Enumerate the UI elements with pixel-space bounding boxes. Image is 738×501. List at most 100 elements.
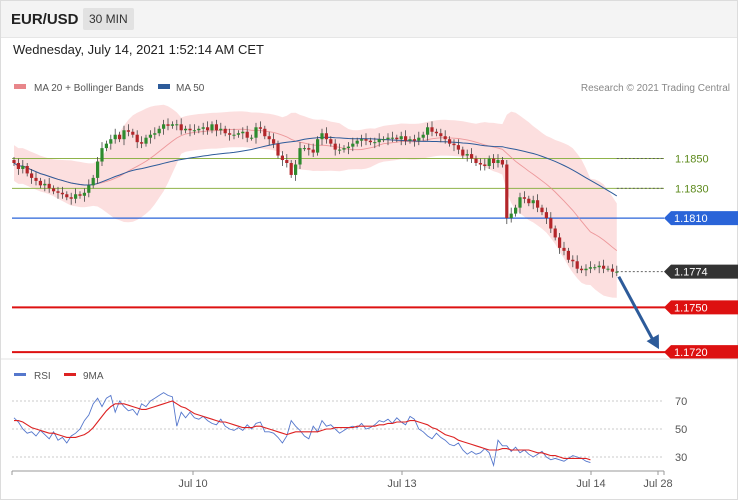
legend-swatch-rsi (14, 373, 26, 376)
candle-body (382, 139, 386, 141)
candle-body (201, 127, 205, 129)
candle-body (558, 237, 562, 248)
legend-swatch-ma20 (14, 84, 26, 89)
candle-body (500, 160, 504, 165)
level-tag-1.1774 (664, 264, 738, 279)
x-axis: Jul 10 Jul 13 Jul 14 Jul 28 (11, 471, 673, 490)
candle-body (78, 194, 82, 196)
bollinger-band-area (14, 104, 617, 298)
rsi-level-label-30: 30 (675, 452, 687, 464)
rsi-level-label-50: 50 (675, 424, 687, 436)
candle-body (430, 127, 434, 132)
candle-body (184, 128, 188, 131)
candle-body (60, 192, 64, 195)
candle-body (232, 134, 236, 136)
candle-body (272, 139, 276, 144)
candle-body (355, 140, 359, 144)
candle-body (298, 148, 302, 165)
candle-body (267, 136, 271, 140)
candle-body (478, 163, 482, 165)
candle-body (540, 207, 544, 213)
candle-body (602, 265, 606, 269)
candle-body (439, 133, 443, 137)
candle-body (206, 127, 210, 131)
candle-body (144, 137, 148, 144)
price-levels (12, 158, 738, 354)
candle-body (465, 154, 469, 156)
candle-body (311, 149, 315, 153)
candle-body (219, 128, 223, 131)
candle-body (606, 268, 610, 270)
level-label-1.1774: 1.1774 (674, 267, 708, 279)
candle-body (470, 154, 474, 159)
legend-swatch-9ma (64, 373, 76, 376)
rsi-level-label-70: 70 (675, 396, 687, 408)
candle-body (157, 128, 161, 134)
candle-body (544, 212, 548, 219)
candle-body (30, 173, 34, 178)
candle-body (170, 124, 174, 126)
candle-body (588, 267, 592, 269)
price-level-labels: 1.1850 1.1830 1.1810 1.1774 1.1750 1.1720 (664, 154, 738, 360)
candle-body (571, 259, 575, 262)
candle-body (285, 160, 289, 164)
candle-body (509, 213, 513, 219)
x-tick-label: Jul 28 (643, 478, 672, 490)
candle-body (21, 165, 25, 169)
rsi-line (13, 392, 591, 468)
candle-body (395, 137, 399, 140)
candle-body (118, 134, 122, 140)
legend-swatch-ma50 (158, 84, 170, 89)
candle-body (443, 136, 447, 140)
candle-body (474, 158, 478, 164)
candle-body (43, 183, 47, 186)
x-tick-label: Jul 10 (178, 478, 207, 490)
level-label-1.1830: 1.1830 (675, 183, 709, 195)
candle-body (236, 133, 240, 135)
candle-body (16, 163, 20, 169)
candle-body (333, 143, 337, 150)
candle-body (280, 155, 284, 161)
candle-body (351, 143, 355, 147)
ma50-line (13, 136, 618, 197)
candle-body (505, 164, 509, 219)
level-label-1.1750: 1.1750 (674, 302, 708, 314)
rsi-panel (13, 392, 591, 468)
timeframe-badge[interactable]: 30 MIN (83, 8, 134, 30)
candle-body (96, 161, 100, 178)
candle-body (241, 131, 245, 134)
candle-body (223, 128, 227, 134)
candle-body (52, 188, 56, 192)
candle-body (597, 265, 601, 268)
candle-body (536, 200, 540, 208)
candle-body (461, 149, 465, 156)
candle-body (360, 139, 364, 141)
candle-body (192, 130, 196, 132)
candle-body (522, 197, 526, 199)
candle-body (368, 140, 372, 143)
candle-body (527, 198, 531, 204)
forecast-arrow-shaft (617, 275, 655, 341)
candle-body (38, 180, 42, 186)
candle-body (148, 134, 152, 138)
forecast-arrow (617, 275, 659, 350)
candle-body (131, 131, 135, 135)
candle-body (34, 177, 38, 181)
candle-body (412, 139, 416, 141)
candle-body (214, 124, 218, 131)
candle-body (377, 139, 381, 143)
candle-body (109, 139, 113, 144)
candle-body (56, 191, 60, 193)
candle-body (514, 207, 518, 214)
level-label-1.1720: 1.1720 (674, 347, 708, 359)
level-label-1.1810: 1.1810 (674, 213, 708, 225)
rsi-9ma-line (14, 400, 591, 461)
candle-body (294, 164, 298, 175)
candle-body (615, 271, 619, 273)
instrument-title: EUR/USD (11, 11, 79, 28)
rsi-gridlines: 70 50 30 (12, 396, 687, 464)
candle-body (487, 158, 491, 166)
candle-body (584, 268, 588, 271)
candle-body (492, 158, 496, 164)
candle-body (549, 218, 553, 229)
